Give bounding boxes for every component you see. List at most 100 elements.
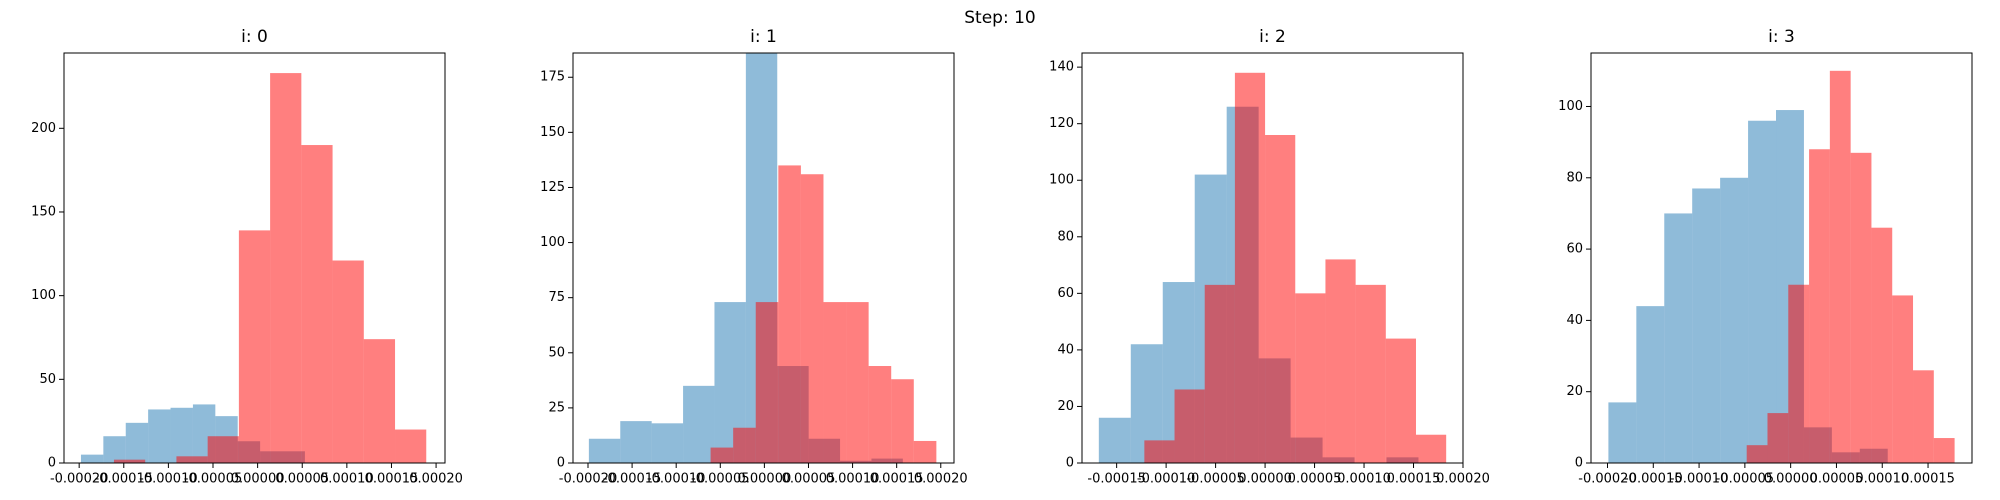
y-tick-label: 150 (31, 204, 56, 219)
y-tick-label: 0 (1575, 456, 1583, 471)
x-tick-label: 0.00020 (914, 472, 968, 487)
x-tick-label: -0.00015 (1624, 472, 1682, 487)
y-tick-label: 60 (1566, 242, 1583, 257)
x-tick-label: 0.00005 (275, 472, 329, 487)
y-tick-label: 0 (1066, 456, 1074, 471)
y-tick-label: 200 (31, 121, 56, 136)
x-tick-label: 0.00005 (1810, 472, 1864, 487)
x-tick-label: 0.00010 (1337, 472, 1391, 487)
histogram-bar (1608, 402, 1637, 463)
subplot-title: i: 3 (1768, 27, 1795, 47)
x-tick-label: 0.00015 (1901, 472, 1955, 487)
histogram-bar (1692, 188, 1721, 463)
histogram-bar (868, 366, 892, 463)
histogram-bar (1892, 295, 1914, 463)
y-tick-label: 100 (1049, 173, 1074, 188)
y-tick-label: 60 (1057, 286, 1074, 301)
histogram-bar (176, 456, 208, 463)
x-tick-label: -0.00005 (1716, 472, 1774, 487)
histogram-bar (1913, 370, 1934, 463)
x-tick-label: 0.00015 (870, 472, 924, 487)
histogram-bar (1098, 417, 1131, 463)
histogram-bar (1204, 284, 1235, 463)
histogram-bar (1850, 152, 1872, 463)
histogram-bar (588, 438, 621, 463)
x-tick-label: 0.00010 (826, 472, 880, 487)
y-tick-label: 40 (1566, 313, 1583, 328)
histogram-bar (1788, 284, 1810, 463)
histogram-bar (301, 145, 333, 463)
axes-frame (63, 52, 446, 464)
x-tick-label: 0.00000 (231, 472, 285, 487)
histogram-bar (395, 429, 427, 463)
histogram-bar (891, 379, 914, 463)
y-tick-label: 100 (1558, 99, 1583, 114)
subplot-title: i: 0 (241, 27, 268, 47)
histogram-bar (113, 459, 146, 463)
y-tick-label: 80 (1566, 170, 1583, 185)
subplot: i: 0-0.00020-0.00015-0.00010-0.000050.00… (31, 27, 463, 487)
y-tick-label: 25 (548, 400, 565, 415)
x-tick-label: 0.00020 (409, 472, 463, 487)
x-tick-label: -0.00005 (691, 472, 749, 487)
histogram-bar (207, 436, 239, 463)
histogram-bar (1385, 338, 1416, 463)
histogram-bar (1720, 177, 1749, 464)
x-tick-label: -0.00005 (1186, 472, 1244, 487)
x-tick-label: 0.00010 (1855, 472, 1909, 487)
histogram-bar (913, 440, 937, 463)
x-tick-label: -0.00010 (1137, 472, 1195, 487)
x-tick-label: -0.00015 (1087, 472, 1145, 487)
y-tick-label: 125 (540, 180, 565, 195)
x-tick-label: 0.00000 (1764, 472, 1818, 487)
y-tick-label: 0 (48, 456, 56, 471)
subplot: i: 1-0.00020-0.00015-0.00010-0.000050.00… (540, 27, 967, 487)
histogram-bar (80, 454, 104, 463)
y-tick-label: 20 (1057, 399, 1074, 414)
histogram-bar (1234, 72, 1266, 464)
x-tick-label: -0.00010 (1670, 472, 1728, 487)
x-tick-label: -0.00010 (647, 472, 705, 487)
y-tick-label: 50 (39, 372, 56, 387)
histogram-bar (733, 427, 756, 463)
histogram-bar (125, 422, 149, 463)
axes-frame (572, 52, 955, 464)
histogram-bar (332, 260, 364, 463)
y-tick-label: 75 (548, 290, 565, 305)
x-tick-label: -0.00010 (139, 472, 197, 487)
x-tick-label: 0.00005 (1288, 472, 1342, 487)
y-tick-label: 175 (540, 70, 565, 85)
histogram-bar (1325, 259, 1356, 463)
histogram-bar (1933, 438, 1955, 463)
y-tick-label: 40 (1057, 342, 1074, 357)
x-tick-label: 0.00020 (1436, 472, 1490, 487)
histogram-bar (148, 409, 171, 463)
x-tick-label: 0.00010 (320, 472, 374, 487)
histogram-bar (1767, 413, 1789, 463)
y-tick-label: 100 (31, 288, 56, 303)
y-tick-label: 120 (1049, 116, 1074, 131)
histogram-bar (1174, 389, 1205, 463)
histogram-bar (1748, 120, 1777, 463)
y-tick-label: 100 (540, 235, 565, 250)
histogram-bar (1265, 135, 1296, 463)
histogram-bar (710, 447, 734, 463)
histogram-bar (1415, 434, 1447, 463)
y-tick-label: 50 (548, 345, 565, 360)
histogram-bar (363, 339, 396, 463)
histogram-bar (1295, 293, 1326, 463)
histogram-bar (1871, 227, 1893, 463)
x-tick-label: -0.00020 (559, 472, 617, 487)
histogram-bar (1809, 149, 1830, 463)
x-tick-label: -0.00020 (1578, 472, 1636, 487)
histogram-bar (778, 165, 801, 463)
y-tick-label: 150 (540, 125, 565, 140)
histogram-bar (683, 385, 715, 463)
histogram-bar (1636, 306, 1665, 463)
histogram-bar (1829, 70, 1851, 464)
histogram-bar (800, 174, 824, 463)
axes-frame (1081, 52, 1464, 464)
x-tick-label: 0.00000 (737, 472, 791, 487)
x-tick-label: 0.00015 (365, 472, 419, 487)
